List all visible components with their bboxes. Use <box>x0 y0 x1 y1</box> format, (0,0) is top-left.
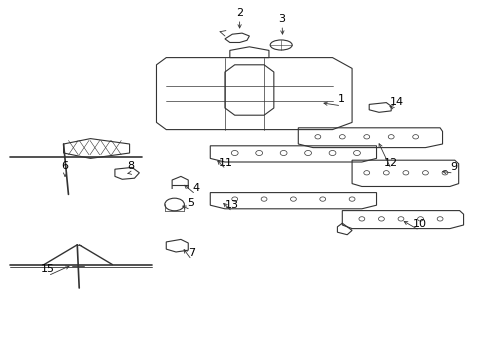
Text: 15: 15 <box>41 264 55 274</box>
Text: 12: 12 <box>384 158 397 168</box>
Text: 7: 7 <box>188 248 195 258</box>
Text: 3: 3 <box>278 14 285 24</box>
Text: 9: 9 <box>449 162 456 172</box>
Text: 5: 5 <box>187 198 194 208</box>
Text: 11: 11 <box>219 158 232 168</box>
Text: 1: 1 <box>337 94 344 104</box>
Text: 8: 8 <box>127 161 134 171</box>
Text: 13: 13 <box>225 200 239 210</box>
Text: 4: 4 <box>192 183 199 193</box>
Text: 2: 2 <box>236 8 243 18</box>
Text: 6: 6 <box>61 161 68 171</box>
Text: 14: 14 <box>389 96 403 107</box>
Text: 10: 10 <box>412 219 426 229</box>
